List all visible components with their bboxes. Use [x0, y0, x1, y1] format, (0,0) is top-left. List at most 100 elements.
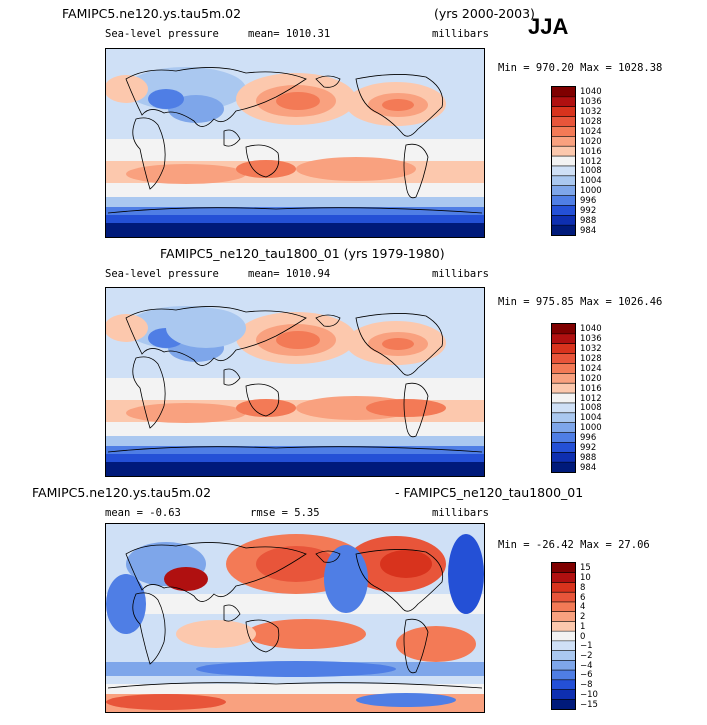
- colorbar-tick-label: 1004: [580, 176, 602, 187]
- colorbar-swatch: [552, 611, 575, 622]
- colorbar-swatch: [552, 126, 575, 137]
- colorbar-swatch: [552, 631, 575, 642]
- colorbar-swatch: [552, 353, 575, 364]
- panel2-units: millibars: [432, 268, 489, 280]
- panel2-colorbar: [551, 323, 576, 473]
- colorbar-swatch: [552, 402, 575, 414]
- colorbar-swatch: [552, 660, 575, 671]
- panel1-mean: mean= 1010.31: [248, 28, 331, 40]
- season-label: JJA: [528, 14, 569, 39]
- colorbar-swatch: [552, 699, 575, 709]
- colorbar-tick-label: 984: [580, 462, 597, 473]
- colorbar-swatch: [552, 225, 575, 235]
- colorbar-tick-label: 4: [580, 602, 586, 613]
- colorbar-swatch: [552, 689, 575, 700]
- panel1-units: millibars: [432, 28, 489, 40]
- colorbar-tick-label: −2: [580, 650, 593, 661]
- colorbar-tick-label: 1012: [580, 156, 602, 167]
- colorbar-swatch: [552, 422, 575, 434]
- colorbar-tick-label: 988: [580, 452, 597, 463]
- colorbar-swatch: [552, 572, 575, 583]
- colorbar-tick-label: 1004: [580, 413, 602, 424]
- colorbar-swatch: [552, 462, 575, 472]
- colorbar-swatch: [552, 650, 575, 661]
- colorbar-tick-label: 1: [580, 621, 586, 632]
- colorbar-tick-label: 1016: [580, 383, 602, 394]
- colorbar-swatch: [552, 333, 575, 345]
- colorbar-swatch: [552, 106, 575, 118]
- colorbar-swatch: [552, 621, 575, 632]
- colorbar-tick-label: 10: [580, 573, 591, 584]
- panel3-colorbar: [551, 562, 576, 710]
- colorbar-tick-label: −4: [580, 660, 593, 671]
- colorbar-tick-label: 0: [580, 631, 586, 642]
- panel2-minmax: Min = 975.85 Max = 1026.46: [498, 296, 663, 308]
- colorbar-swatch: [552, 393, 575, 404]
- colorbar-tick-label: 992: [580, 442, 597, 453]
- colorbar-tick-label: −6: [580, 670, 593, 681]
- panel1-title: FAMIPC5.ne120.ys.tau5m.02: [62, 6, 242, 21]
- panel1-variable: Sea-level pressure: [105, 28, 219, 40]
- panel2-variable: Sea-level pressure: [105, 268, 219, 280]
- colorbar-swatch: [552, 87, 575, 98]
- colorbar-tick-label: 1024: [580, 126, 602, 137]
- colorbar-swatch: [552, 195, 575, 206]
- colorbar-tick-label: 1008: [580, 166, 602, 177]
- colorbar-tick-label: 984: [580, 225, 597, 236]
- colorbar-swatch: [552, 215, 575, 226]
- colorbar-tick-label: 15: [580, 563, 591, 574]
- colorbar-tick-label: 996: [580, 195, 597, 206]
- colorbar-tick-label: 1020: [580, 136, 602, 147]
- panel3-mean: mean = -0.63: [105, 507, 181, 519]
- panel1-minmax: Min = 970.20 Max = 1028.38: [498, 62, 663, 74]
- colorbar-swatch: [552, 592, 575, 603]
- colorbar-tick-label: 6: [580, 592, 586, 603]
- colorbar-tick-label: 1036: [580, 334, 602, 345]
- colorbar-swatch: [552, 185, 575, 197]
- colorbar-tick-label: 1020: [580, 373, 602, 384]
- colorbar-swatch: [552, 383, 575, 394]
- colorbar-tick-label: 1028: [580, 354, 602, 365]
- colorbar-swatch: [552, 146, 575, 157]
- colorbar-swatch: [552, 205, 575, 216]
- colorbar-tick-label: −15: [580, 699, 598, 710]
- colorbar-tick-label: 1028: [580, 117, 602, 128]
- colorbar-swatch: [552, 412, 575, 424]
- colorbar-tick-label: 1036: [580, 97, 602, 108]
- colorbar-swatch: [552, 452, 575, 463]
- colorbar-tick-label: 1032: [580, 344, 602, 355]
- colorbar-tick-label: 1016: [580, 146, 602, 157]
- colorbar-swatch: [552, 324, 575, 335]
- colorbar-swatch: [552, 343, 575, 355]
- panel3-map: [105, 523, 485, 713]
- colorbar-tick-label: −8: [580, 680, 593, 691]
- colorbar-tick-label: −10: [580, 689, 598, 700]
- colorbar-swatch: [552, 640, 575, 652]
- colorbar-tick-label: 1040: [580, 324, 602, 335]
- colorbar-tick-label: −1: [580, 641, 593, 652]
- colorbar-tick-label: 988: [580, 215, 597, 226]
- colorbar-tick-label: 8: [580, 582, 586, 593]
- colorbar-swatch: [552, 582, 575, 593]
- colorbar-tick-label: 1012: [580, 393, 602, 404]
- colorbar-swatch: [552, 679, 575, 691]
- colorbar-tick-label: 1000: [580, 423, 602, 434]
- colorbar-tick-label: 1000: [580, 186, 602, 197]
- colorbar-tick-label: 992: [580, 205, 597, 216]
- colorbar-swatch: [552, 363, 575, 374]
- panel2-title: FAMIPC5_ne120_tau1800_01 (yrs 1979-1980): [160, 246, 445, 261]
- colorbar-tick-label: 2: [580, 612, 586, 623]
- colorbar-tick-label: 1008: [580, 403, 602, 414]
- colorbar-tick-label: 1032: [580, 107, 602, 118]
- colorbar-swatch: [552, 96, 575, 108]
- colorbar-swatch: [552, 175, 575, 187]
- panel3-title-right: - FAMIPC5_ne120_tau1800_01: [395, 485, 584, 500]
- colorbar-tick-label: 996: [580, 432, 597, 443]
- colorbar-tick-label: 1040: [580, 87, 602, 98]
- panel3-title: FAMIPC5.ne120.ys.tau5m.02: [32, 485, 212, 500]
- panel3-units: millibars: [432, 507, 489, 519]
- colorbar-swatch: [552, 165, 575, 177]
- colorbar-tick-label: 1024: [580, 363, 602, 374]
- colorbar-swatch: [552, 373, 575, 384]
- panel2-mean: mean= 1010.94: [248, 268, 331, 280]
